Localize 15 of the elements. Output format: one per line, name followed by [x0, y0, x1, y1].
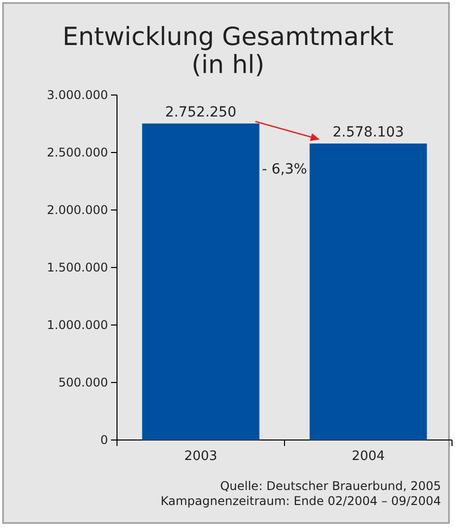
y-tick-label: 2.500.000 — [46, 145, 108, 160]
data-label: 2.752.250 — [165, 104, 236, 120]
x-tick-label: 2003 — [184, 448, 218, 464]
y-tick-label: 3.000.000 — [46, 88, 108, 102]
y-tick-label: 1.500.000 — [46, 260, 108, 274]
source-note: Quelle: Deutscher Brauerbund, 2005 — [220, 479, 441, 493]
y-tick-label: 2.000.000 — [46, 202, 108, 217]
annotation: - 6,3% — [262, 162, 308, 178]
y-tick-label: 1.000.000 — [46, 318, 108, 332]
y-tick-label: 0 — [100, 432, 108, 447]
y-tick-label: 500.000 — [58, 375, 108, 390]
chart-title: Entwicklung Gesamtmarkt (in hl) — [62, 22, 394, 79]
data-label: 2.578.103 — [332, 124, 404, 141]
x-tick-label: 2004 — [352, 448, 385, 464]
text: Kampagnenzeitraum: Ende 02/2004 – 09/2004 — [160, 494, 441, 508]
